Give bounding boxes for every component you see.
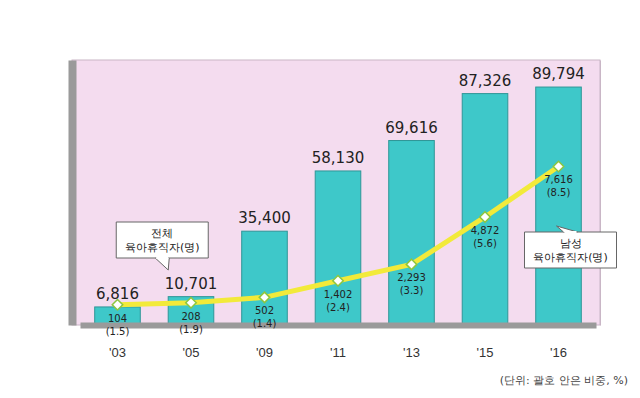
bar xyxy=(536,87,582,325)
line-label: 1,402 xyxy=(324,289,353,300)
share-label: (5.6) xyxy=(473,238,497,249)
y2-axis-line xyxy=(600,61,601,326)
series-name-line: 육아휴직자(명) xyxy=(533,251,608,264)
share-label: (1.4) xyxy=(253,318,277,329)
share-label: (1.5) xyxy=(106,326,130,337)
x-tick: '11 xyxy=(330,325,346,360)
callout-cover xyxy=(565,231,577,233)
marks xyxy=(95,87,582,325)
bar-label: 35,400 xyxy=(238,209,291,227)
x-tick-label: '09 xyxy=(256,345,273,360)
series-name: 전체육아휴직자(명) xyxy=(125,227,200,254)
series-name-line: 전체 xyxy=(151,227,173,240)
x-tick: '15 xyxy=(477,325,494,360)
callout-box xyxy=(116,222,208,258)
bar xyxy=(242,231,288,325)
bar-label: 89,794 xyxy=(532,65,585,83)
bar xyxy=(462,94,508,325)
bar xyxy=(389,141,435,325)
x-tick-label: '05 xyxy=(183,345,200,360)
share-label: (1.9) xyxy=(179,324,203,335)
plot-background xyxy=(72,60,600,325)
marker xyxy=(553,161,563,171)
y-axis-line xyxy=(69,61,77,326)
x-axis-line xyxy=(81,323,597,329)
bar-label: 87,326 xyxy=(459,72,512,90)
y2-axis xyxy=(600,61,601,326)
share-label: (3.3) xyxy=(400,285,424,296)
x-tick: '09 xyxy=(256,325,273,360)
series-name: 남성육아휴직자(명) xyxy=(533,237,608,264)
x-tick: '16 xyxy=(550,325,567,360)
x-tick-label: '13 xyxy=(403,345,420,360)
x-tick-label: '11 xyxy=(330,345,346,360)
line-label: 4,872 xyxy=(471,225,500,236)
x-tick: '13 xyxy=(403,325,420,360)
line-label: 2,293 xyxy=(397,272,426,283)
x-tick-label: '03 xyxy=(109,345,126,360)
bar-label: 6,816 xyxy=(96,285,139,303)
callout-pointer xyxy=(557,226,578,232)
bar-label: 10,701 xyxy=(165,275,218,293)
marker xyxy=(406,259,416,269)
share-label: (2.4) xyxy=(326,302,350,313)
line-label: 208 xyxy=(181,311,200,322)
marker xyxy=(480,212,490,222)
marker xyxy=(186,298,196,308)
data-labels: 6,816 10,701 35,400 58,130 69,616 87,326 89,79… xyxy=(96,65,585,337)
line-label: 104 xyxy=(108,313,127,324)
line-label: 502 xyxy=(255,305,274,316)
series-name-line: 육아휴직자(명) xyxy=(125,241,200,254)
marker xyxy=(333,276,343,286)
series-callout: 전체육아휴직자(명) xyxy=(116,222,208,270)
annotation: (단위: 괄호 안은 비중, %) xyxy=(500,374,628,387)
bar xyxy=(315,171,361,325)
series-name-line: 남성 xyxy=(560,237,582,250)
chart-svg: '03 '05 '09 '11 '13 '15 '16 6,816 10,701 35,400 58… xyxy=(0,0,640,398)
x-tick-label: '15 xyxy=(477,345,494,360)
y-axis xyxy=(72,61,73,326)
callout-pointer xyxy=(155,258,169,270)
x-axis: '03 '05 '09 '11 '13 '15 '16 xyxy=(81,325,597,360)
bar-label: 69,616 xyxy=(385,119,438,137)
share-label: (8.5) xyxy=(547,187,571,198)
callout-cover xyxy=(156,257,168,259)
chart-container: '03 '05 '09 '11 '13 '15 '16 6,816 10,701 35,400 58… xyxy=(0,0,640,398)
marker xyxy=(259,292,269,302)
bar-label: 58,130 xyxy=(312,149,365,167)
series-callout: 남성육아휴직자(명) xyxy=(525,226,617,268)
line-label: 7,616 xyxy=(544,174,573,185)
callout-box xyxy=(525,232,617,268)
x-tick-label: '16 xyxy=(550,345,567,360)
